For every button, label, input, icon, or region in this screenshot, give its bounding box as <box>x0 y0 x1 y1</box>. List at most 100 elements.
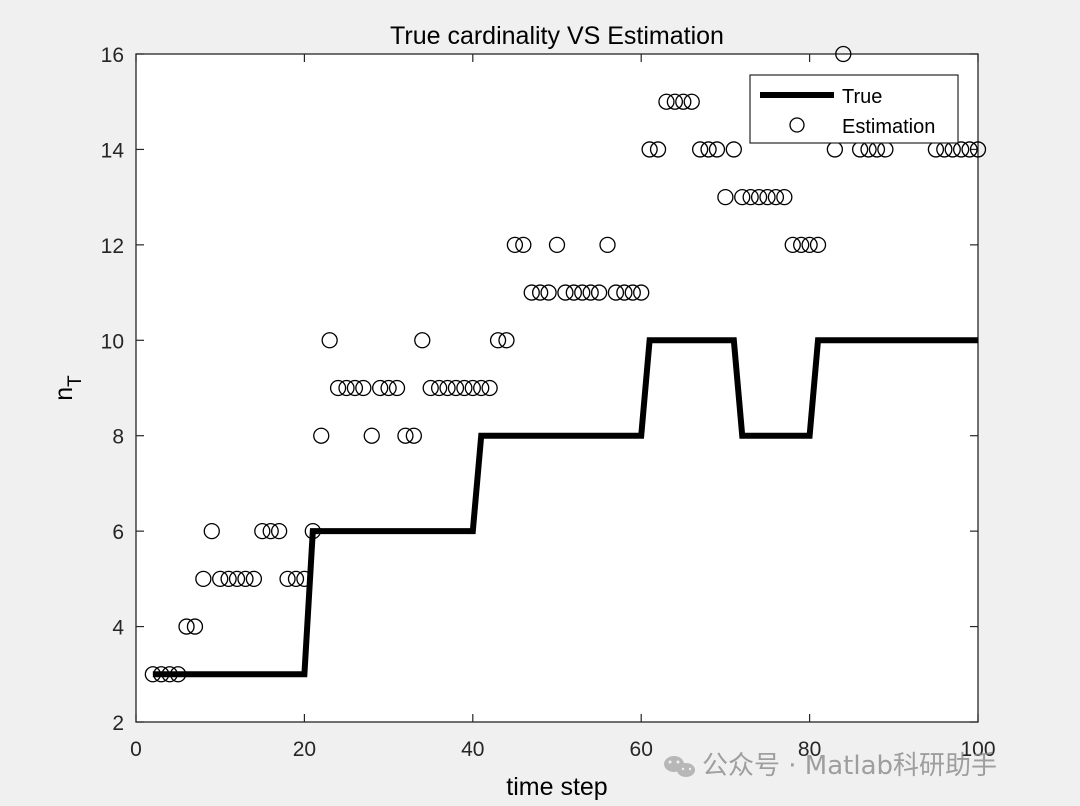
x-tick-label: 20 <box>293 738 316 761</box>
estimation-point <box>616 284 633 301</box>
y-tick-label: 10 <box>101 330 124 353</box>
estimation-point <box>237 570 254 588</box>
legend-true-label: True <box>842 86 882 108</box>
estimation-point <box>565 284 582 301</box>
estimation-point <box>329 379 347 397</box>
estimation-point <box>801 236 818 254</box>
series-true-line <box>152 337 978 678</box>
estimation-point <box>784 236 801 254</box>
estimation-point <box>355 379 372 397</box>
estimation-point <box>473 379 490 397</box>
estimation-point <box>270 522 288 540</box>
svg-text:nT: nT <box>50 375 86 401</box>
wechat-icon <box>664 756 695 777</box>
legend-estimation-swatch <box>789 117 805 133</box>
estimation-point <box>338 379 355 397</box>
estimation-point <box>430 379 448 397</box>
estimation-point <box>691 141 709 158</box>
y-tick-label: 14 <box>101 139 125 162</box>
y-tick-label: 2 <box>112 712 124 735</box>
estimation-point <box>809 236 827 254</box>
estimation-point <box>422 379 439 397</box>
estimation-point <box>767 188 785 206</box>
estimation-point <box>666 93 684 110</box>
series-layer <box>144 45 987 683</box>
y-tick-label: 6 <box>112 521 124 544</box>
estimation-point <box>776 188 793 206</box>
estimation-point <box>515 236 532 254</box>
estimation-point <box>734 188 751 206</box>
estimation-point <box>203 522 220 540</box>
estimation-point <box>717 188 734 206</box>
legend-box <box>749 74 959 144</box>
estimation-point <box>700 141 717 158</box>
estimation-point <box>953 141 970 158</box>
watermark: 公众号 · Matlab科研助手 <box>664 751 997 781</box>
estimation-point <box>346 379 364 397</box>
estimation-point <box>153 666 170 683</box>
estimation-point <box>675 93 692 110</box>
estimation-point <box>961 141 978 158</box>
estimation-point <box>405 427 423 444</box>
chart-title: True cardinality VS Estimation <box>390 22 724 50</box>
estimation-point <box>178 618 195 635</box>
estimation-point <box>750 188 768 206</box>
estimation-point <box>245 570 263 588</box>
estimation-point <box>574 284 591 301</box>
x-tick-label: 0 <box>130 738 142 761</box>
estimation-point <box>649 141 667 158</box>
estimation-point <box>540 284 557 301</box>
x-tick-label: 80 <box>798 738 821 761</box>
watermark-text: 公众号 · Matlab科研助手 <box>702 751 997 781</box>
y-tick-label: 12 <box>101 235 124 258</box>
estimation-point <box>641 141 658 158</box>
x-tick-label: 40 <box>461 738 484 761</box>
estimation-point <box>388 379 406 397</box>
estimation-point <box>599 236 616 254</box>
estimation-point <box>439 379 456 397</box>
y-tick-label: 8 <box>112 426 124 449</box>
estimation-point <box>523 284 540 301</box>
plot-area <box>135 53 979 723</box>
estimation-point <box>254 522 271 540</box>
estimation-point <box>447 379 465 397</box>
estimation-point <box>658 93 675 110</box>
y-tick-label: 4 <box>112 617 124 640</box>
estimation-point <box>186 618 204 635</box>
estimation-point <box>397 427 414 444</box>
estimation-point <box>363 427 380 444</box>
estimation-point <box>144 666 161 683</box>
estimation-point <box>220 570 237 588</box>
y-axis-label-group: nT <box>50 375 86 401</box>
x-axis-label: time step <box>506 773 607 801</box>
estimation-point <box>969 141 987 158</box>
estimation-point <box>296 570 313 588</box>
estimation-point <box>742 188 759 206</box>
legend-estimation-label: Estimation <box>842 116 935 138</box>
estimation-point <box>380 379 397 397</box>
estimation-point <box>607 284 625 301</box>
estimation-point <box>759 188 776 206</box>
tick-labels: 0 20 40 60 80 100 2 4 6 8 10 12 14 16 <box>101 44 996 761</box>
estimation-point <box>321 332 338 349</box>
estimation-point <box>708 141 726 158</box>
estimation-point <box>279 570 296 588</box>
estimation-point <box>506 236 524 254</box>
estimation-point <box>582 284 599 301</box>
estimation-point <box>313 427 330 444</box>
y-tick-label: 16 <box>101 44 124 67</box>
estimation-point <box>498 332 515 349</box>
x-tick-label: 60 <box>630 738 653 761</box>
estimation-point <box>414 332 431 349</box>
estimation-point <box>633 284 650 301</box>
estimation-point <box>169 666 187 683</box>
estimation-point <box>161 666 178 683</box>
estimation-point <box>793 236 810 254</box>
legend: True Estimation <box>749 74 959 144</box>
estimation-point <box>590 284 608 301</box>
estimation-point <box>262 522 279 540</box>
estimation-point <box>481 379 498 397</box>
estimation-point <box>287 570 305 588</box>
